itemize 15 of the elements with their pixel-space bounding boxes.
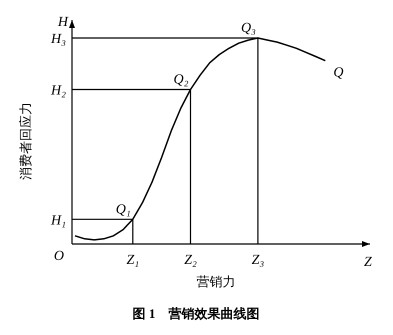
x-axis-title: 营销力 — [196, 274, 236, 289]
x-tick-label: Z₂ — [184, 253, 197, 268]
text: H — [56, 15, 69, 30]
annotation: Q₃ — [240, 21, 256, 36]
text: Q — [333, 66, 344, 81]
annotation: Q₂ — [174, 72, 189, 88]
text: 图 1 营销效果曲线图 — [132, 306, 260, 321]
y-axis-title: 消费者回应力 — [18, 102, 33, 180]
ref-line-label: H₃ — [50, 32, 66, 47]
x-tick-label: Z₁ — [126, 253, 140, 268]
ref-line-label: H₂ — [50, 84, 66, 98]
text: Z — [364, 255, 372, 270]
ref-line-label: H₁ — [50, 213, 66, 228]
x-tick-label: Z₃ — [252, 253, 264, 268]
text: O — [54, 249, 64, 264]
